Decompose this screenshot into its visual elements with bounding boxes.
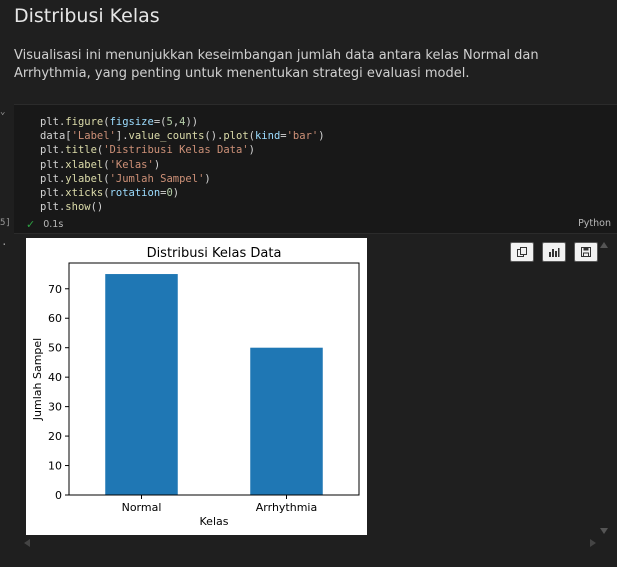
bar-chart: Distribusi Kelas Data Normal Arrhythmia 0 1… <box>31 246 360 528</box>
code-line-7: plt.show() <box>40 201 104 214</box>
scroll-down-arrow-icon[interactable] <box>600 528 608 534</box>
scroll-up-arrow-icon[interactable] <box>600 242 608 248</box>
cell-status: ✓ 0.1s <box>26 218 63 231</box>
chart-icon <box>549 248 560 257</box>
cell-collapse-chevron-icon[interactable]: ⌄ <box>0 107 6 117</box>
bar-normal <box>105 274 178 495</box>
axes-frame <box>68 262 360 496</box>
x-axis-label: Kelas <box>200 515 229 528</box>
output-toolbar <box>510 242 598 262</box>
y-tick-label: 0 <box>55 489 62 502</box>
copy-output-button[interactable] <box>510 242 534 262</box>
code-line-6: plt.xticks(rotation=0) <box>40 186 180 199</box>
y-tick-label: 70 <box>48 283 62 296</box>
open-in-plot-viewer-button[interactable] <box>542 242 566 262</box>
code-line-3: plt.title('Distribusi Kelas Data') <box>40 144 255 157</box>
code-line-5: plt.ylabel('Jumlah Sampel') <box>40 172 211 185</box>
language-indicator[interactable]: Python <box>578 218 611 229</box>
output-marker-icon: · <box>1 238 8 251</box>
save-output-button[interactable] <box>574 242 598 262</box>
plot-output: Distribusi Kelas Data Normal Arrhythmia 0 1… <box>26 238 367 535</box>
scroll-right-arrow-icon[interactable] <box>590 539 596 547</box>
copy-icon <box>517 247 527 257</box>
x-tick-label: Normal <box>122 501 162 514</box>
bar-arrhythmia <box>250 347 323 495</box>
markdown-title: Distribusi Kelas <box>14 5 160 27</box>
code-line-4: plt.xlabel('Kelas') <box>40 158 161 171</box>
code-cell[interactable]: plt.figure(figsize=(5,4)) data['Label'].v… <box>14 104 617 234</box>
y-tick-label: 10 <box>48 460 62 473</box>
y-tick-label: 50 <box>48 342 62 355</box>
code-line-1: plt.figure(figsize=(5,4)) <box>40 116 199 128</box>
y-tick-label: 40 <box>48 371 62 384</box>
markdown-description: Visualisasi ini menunjukkan keseimbangan… <box>14 48 539 81</box>
execution-count: 5] <box>0 218 11 228</box>
x-tick-label: Arrhythmia <box>256 501 317 514</box>
y-tick-label: 30 <box>48 401 62 414</box>
code-editor[interactable]: plt.figure(figsize=(5,4)) data['Label'].v… <box>40 115 325 214</box>
execution-time: 0.1s <box>43 219 64 230</box>
chart-title: Distribusi Kelas Data <box>147 246 282 261</box>
save-icon <box>581 247 591 257</box>
y-tick-label: 60 <box>48 312 62 325</box>
checkmark-icon: ✓ <box>26 218 36 231</box>
code-line-2: data['Label'].value_counts().plot(kind='… <box>40 130 325 143</box>
y-tick-label: 20 <box>48 430 62 443</box>
scroll-left-arrow-icon[interactable] <box>24 539 30 547</box>
y-axis-label: Jumlah Sampel <box>31 338 44 421</box>
